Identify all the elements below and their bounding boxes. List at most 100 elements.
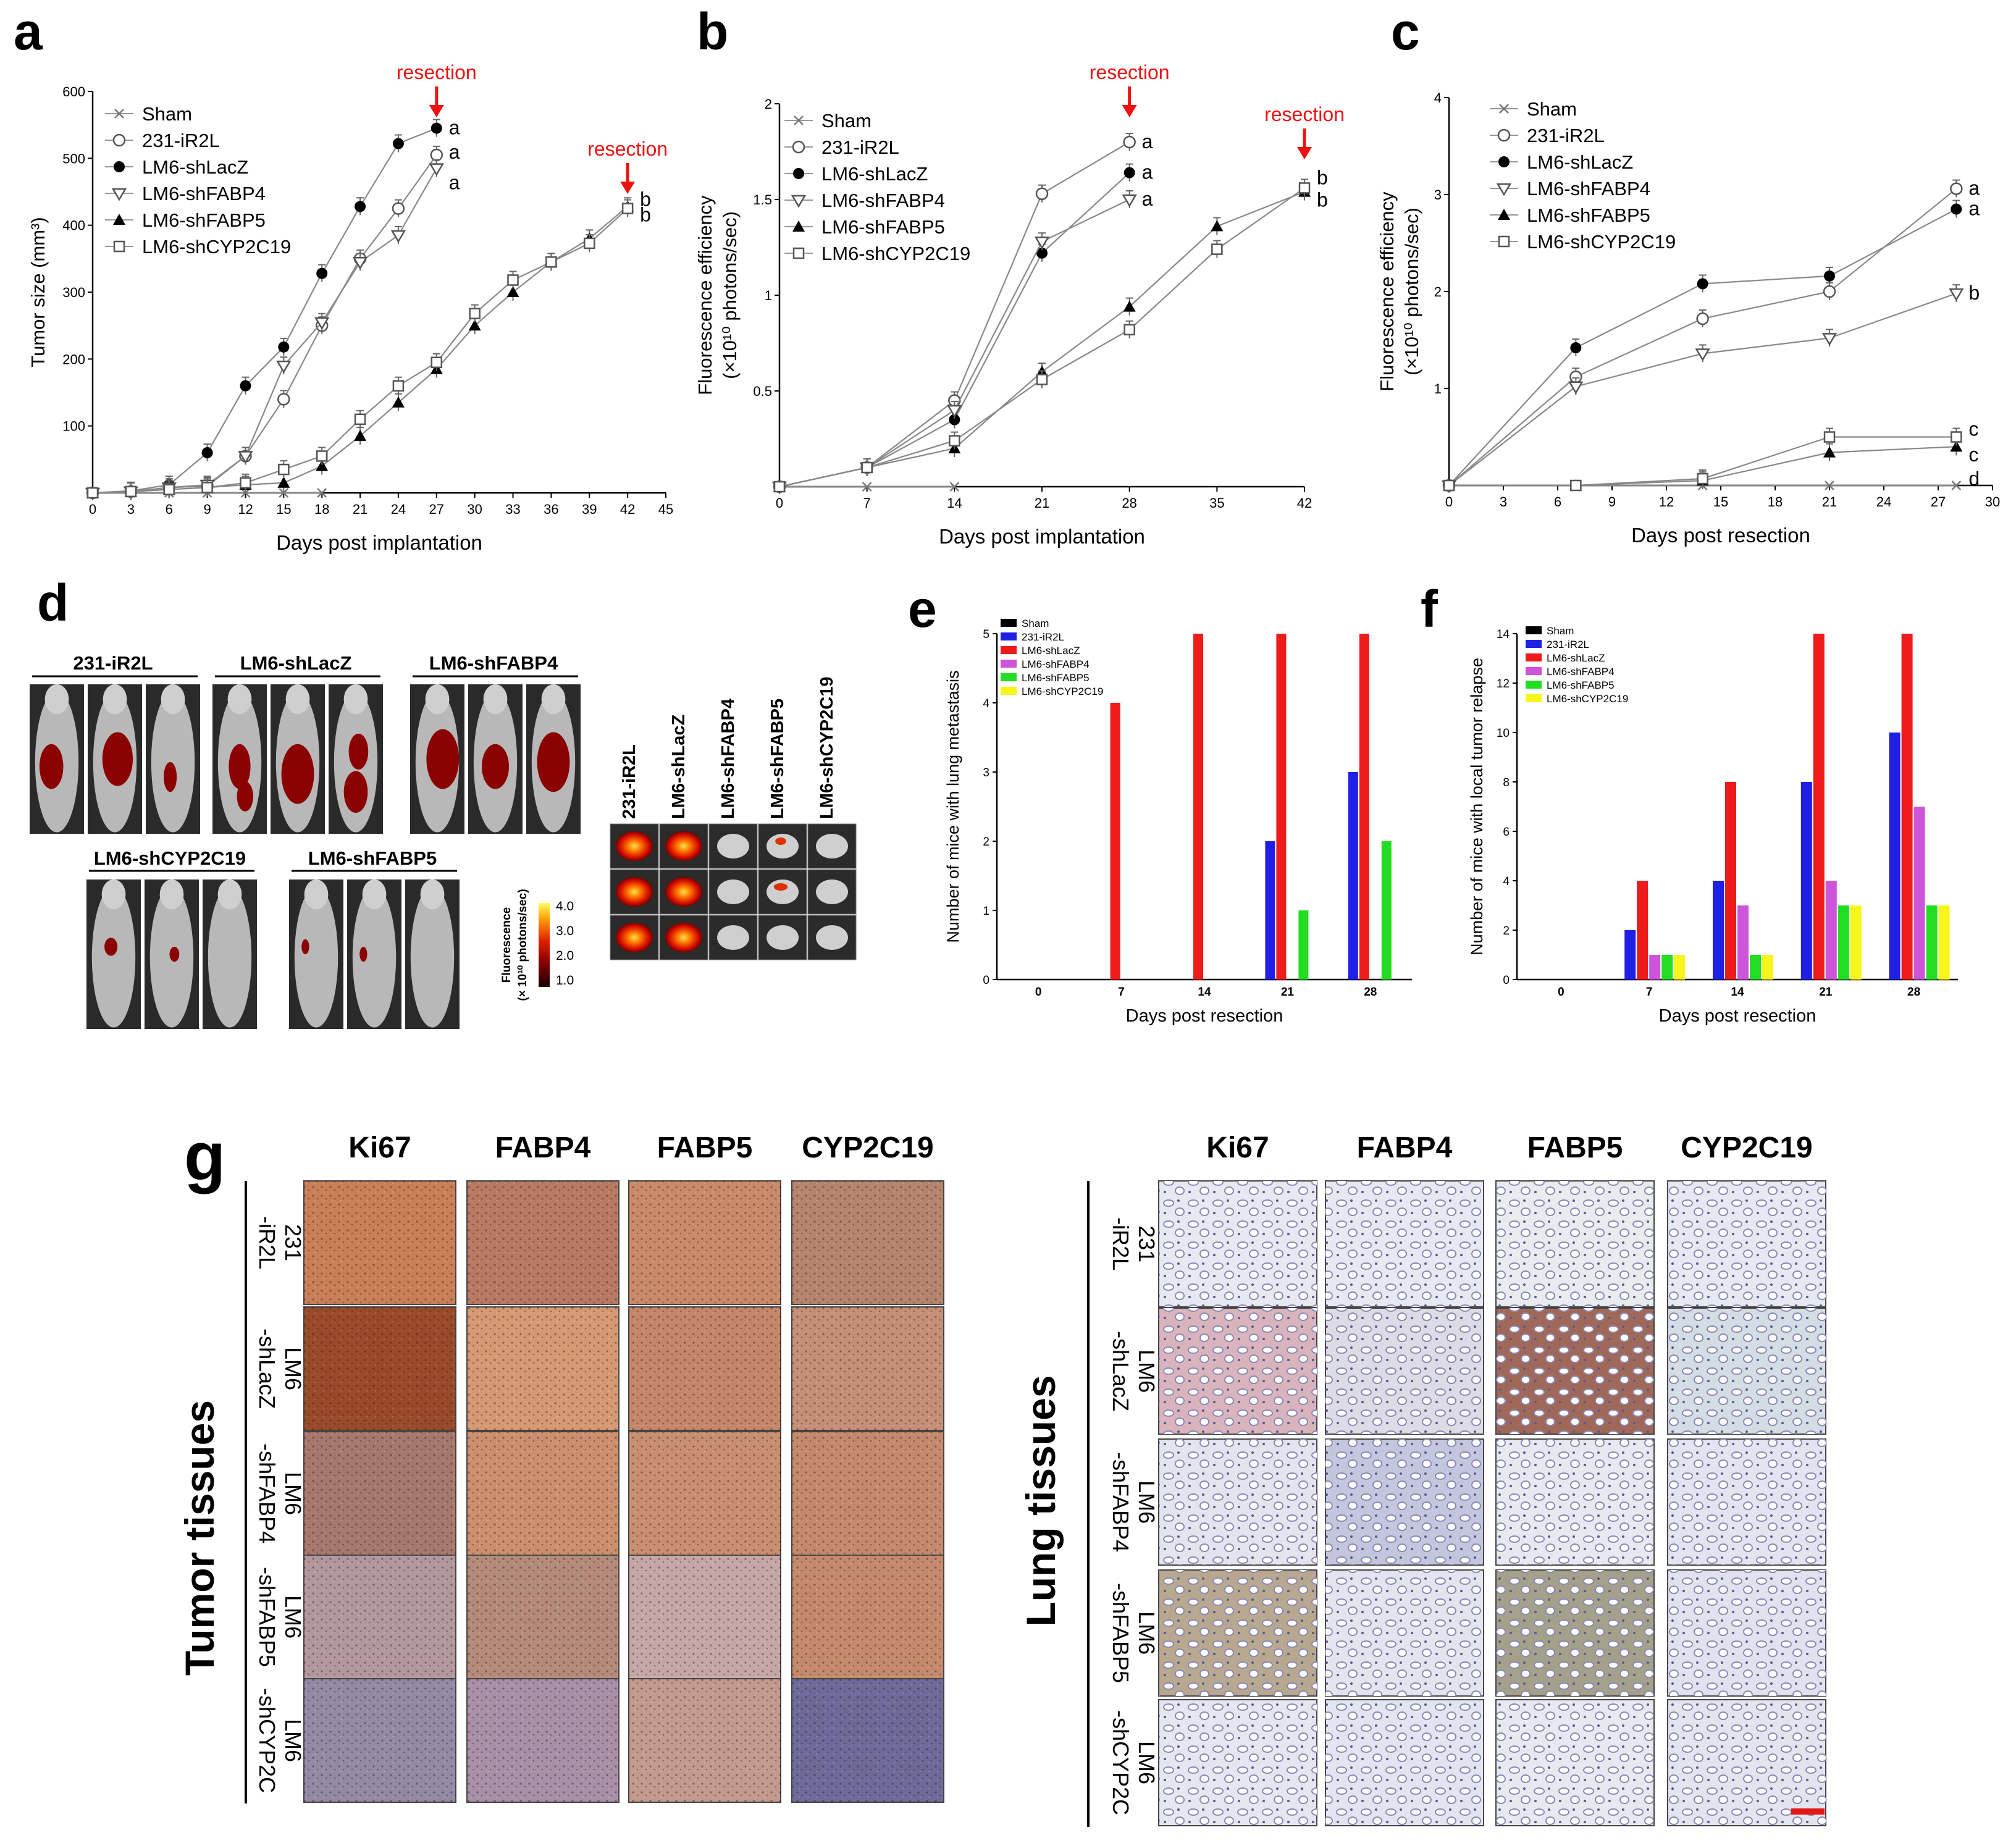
resection-label: resection bbox=[1090, 61, 1170, 83]
histo-row-label-lm6: LM6 bbox=[280, 1347, 306, 1390]
legend-swatch-lm6-shfabp4 bbox=[1526, 667, 1542, 675]
legend-swatch-lm6-shcyp2c19 bbox=[1526, 694, 1542, 702]
histo-row-label-ir2l: -iR2L bbox=[254, 1216, 280, 1269]
histology-texture bbox=[1159, 1181, 1317, 1307]
point-lm6-shcyp2c19 bbox=[278, 463, 290, 476]
y-tick-label: 6 bbox=[1503, 826, 1510, 839]
resection-label: resection bbox=[587, 138, 668, 160]
legend-label-231-ir2l: 231-iR2L bbox=[1022, 631, 1064, 643]
mouse-lm6-shcyp2c19-tumor-signal bbox=[104, 938, 118, 956]
histo-column-ki67: Ki67 bbox=[1206, 1131, 1269, 1164]
legend-swatch-lm6-shlacz bbox=[1526, 653, 1542, 661]
legend-marker-lm6-shfabp5 bbox=[113, 214, 125, 225]
histology-texture bbox=[1668, 1700, 1826, 1826]
bar-lm6-shcyp2c19-day-21 bbox=[1850, 905, 1862, 980]
legend-label-lm6-shcyp2c19: LM6-shCYP2C19 bbox=[1547, 693, 1628, 705]
x-tick-label: 7 bbox=[1118, 986, 1125, 999]
bar-231-ir2l-day-14 bbox=[1713, 881, 1724, 980]
histology-texture bbox=[304, 1679, 456, 1802]
legend-label-lm6-shfabp5: LM6-shFABP5 bbox=[1547, 679, 1615, 691]
lung-tissue-lm6-shfabp5 bbox=[766, 834, 799, 859]
point-lm6-shfabp4 bbox=[238, 451, 253, 464]
bar-lm6-shfabp5-day-7 bbox=[1661, 955, 1673, 980]
point-lm6-shcyp2c19 bbox=[354, 413, 366, 426]
histo-row-label-lm6: LM6 bbox=[280, 1719, 306, 1762]
color-scale-bar bbox=[539, 903, 550, 987]
point-lm6-shcyp2c19 bbox=[430, 356, 443, 368]
chart-f-local-relapse: 0 2 4 6 8 10 12 14 0 7 14 21 28 Days post resection Nu… bbox=[1468, 625, 1958, 1026]
y-tick-label: 500 bbox=[62, 151, 85, 166]
legend-label-lm6-shcyp2c19: LM6-shCYP2C19 bbox=[821, 243, 970, 264]
mouse-lm6-shfabp4-head bbox=[483, 684, 508, 715]
histology-texture bbox=[467, 1555, 619, 1679]
x-axis-title: Days post implantation bbox=[276, 531, 482, 554]
mouse-lm6-shlacz-tumor-signal bbox=[348, 733, 369, 770]
lung-tissue-lm6-shfabp4 bbox=[717, 880, 749, 904]
x-tick-label: 30 bbox=[1985, 494, 2000, 510]
x-tick-label: 15 bbox=[1713, 494, 1728, 510]
histo-row-label-shlacz: -shLacZ bbox=[1108, 1331, 1133, 1411]
point-231-ir2l bbox=[430, 148, 443, 162]
point-lm6-shcyp2c19 bbox=[1298, 182, 1311, 194]
y-tick-label: 400 bbox=[62, 218, 85, 233]
histology-texture bbox=[1496, 1181, 1654, 1307]
point-sham bbox=[862, 482, 872, 492]
y-tick-label: 300 bbox=[62, 285, 85, 300]
y-axis-title-unit: (×10¹⁰ photons/sec) bbox=[1401, 208, 1422, 376]
scale-tick-2: 2.0 bbox=[556, 949, 574, 963]
histology-texture bbox=[1325, 1439, 1484, 1565]
histo-column-ki67: Ki67 bbox=[348, 1131, 411, 1164]
significance-label-lm6-shlacz: a bbox=[1142, 161, 1153, 183]
legend-swatch-231-ir2l bbox=[1526, 640, 1542, 648]
panel-letter-b: b bbox=[697, 2, 728, 61]
legend-marker-lm6-shcyp2c19 bbox=[1498, 235, 1510, 248]
histology-texture bbox=[304, 1555, 456, 1679]
bar-lm6-shlacz-day-14 bbox=[1725, 782, 1736, 980]
y-axis-title: Tumor size (mm³) bbox=[27, 217, 49, 367]
point-lm6-shfabp4 bbox=[352, 257, 368, 270]
point-lm6-shcyp2c19 bbox=[316, 450, 328, 462]
point-lm6-shcyp2c19 bbox=[545, 256, 557, 268]
point-lm6-shcyp2c19 bbox=[201, 482, 213, 493]
histo-column-fabp4: FABP4 bbox=[1357, 1131, 1453, 1164]
point-sham bbox=[279, 488, 289, 498]
histology-texture bbox=[304, 1181, 456, 1304]
x-tick-label: 42 bbox=[620, 502, 635, 517]
lung-fluorescence-lm6-shfabp5 bbox=[775, 838, 786, 845]
histo-column-fabp5: FABP5 bbox=[1527, 1131, 1623, 1164]
legend-label-sham: Sham bbox=[821, 110, 872, 132]
legend-marker-lm6-shfabp5 bbox=[792, 220, 805, 232]
y-tick-label: 12 bbox=[1497, 678, 1510, 691]
legend-marker-231-ir2l bbox=[1497, 128, 1511, 142]
x-tick-label: 21 bbox=[1822, 494, 1837, 510]
point-lm6-shfabp5 bbox=[354, 429, 367, 441]
point-231-ir2l bbox=[1123, 135, 1136, 149]
legend-label-lm6-shfabp5: LM6-shFABP5 bbox=[142, 209, 266, 231]
bar-lm6-shlacz-day-21 bbox=[1813, 634, 1825, 980]
x-tick-label: 0 bbox=[1558, 986, 1564, 999]
histology-texture bbox=[467, 1679, 619, 1802]
resection-arrow-icon bbox=[429, 105, 444, 117]
lung-tissue-lm6-shfabp4 bbox=[717, 925, 749, 950]
histology-texture bbox=[1668, 1181, 1826, 1307]
mouse-lm6-shlacz-tumor-signal bbox=[229, 744, 251, 789]
legend-label-lm6-shlacz: LM6-shLacZ bbox=[1527, 151, 1633, 173]
chart-b-fluorescence-implantation: 0 7 14 21 28 35 42 0.5 1 1.5 2 Days post implantati… bbox=[694, 61, 1345, 548]
point-lm6-shlacz bbox=[201, 447, 213, 458]
histology-texture bbox=[1668, 1439, 1826, 1565]
point-lm6-shfabp4 bbox=[1568, 381, 1584, 395]
legend-label-sham: Sham bbox=[1022, 618, 1049, 629]
point-lm6-shfabp5 bbox=[506, 286, 519, 297]
significance-label-231-ir2l: a bbox=[1142, 130, 1153, 153]
y-tick-label: 1.5 bbox=[753, 192, 772, 208]
legend-swatch-lm6-shlacz bbox=[1001, 646, 1017, 654]
lung-tissue-lm6-shfabp4 bbox=[717, 834, 749, 859]
x-tick-label: 6 bbox=[166, 502, 173, 517]
legend-label-sham: Sham bbox=[1527, 98, 1577, 120]
lung-column-label-231-ir2l: 231-iR2L bbox=[620, 744, 639, 819]
lung-fluorescence-231-ir2l bbox=[616, 877, 653, 907]
point-sham bbox=[1825, 481, 1834, 490]
histology-texture bbox=[1668, 1308, 1826, 1434]
legend-marker-lm6-shfabp4 bbox=[791, 195, 807, 208]
histo-row-label-shcyp2c: -shCYP2C bbox=[1108, 1710, 1133, 1815]
